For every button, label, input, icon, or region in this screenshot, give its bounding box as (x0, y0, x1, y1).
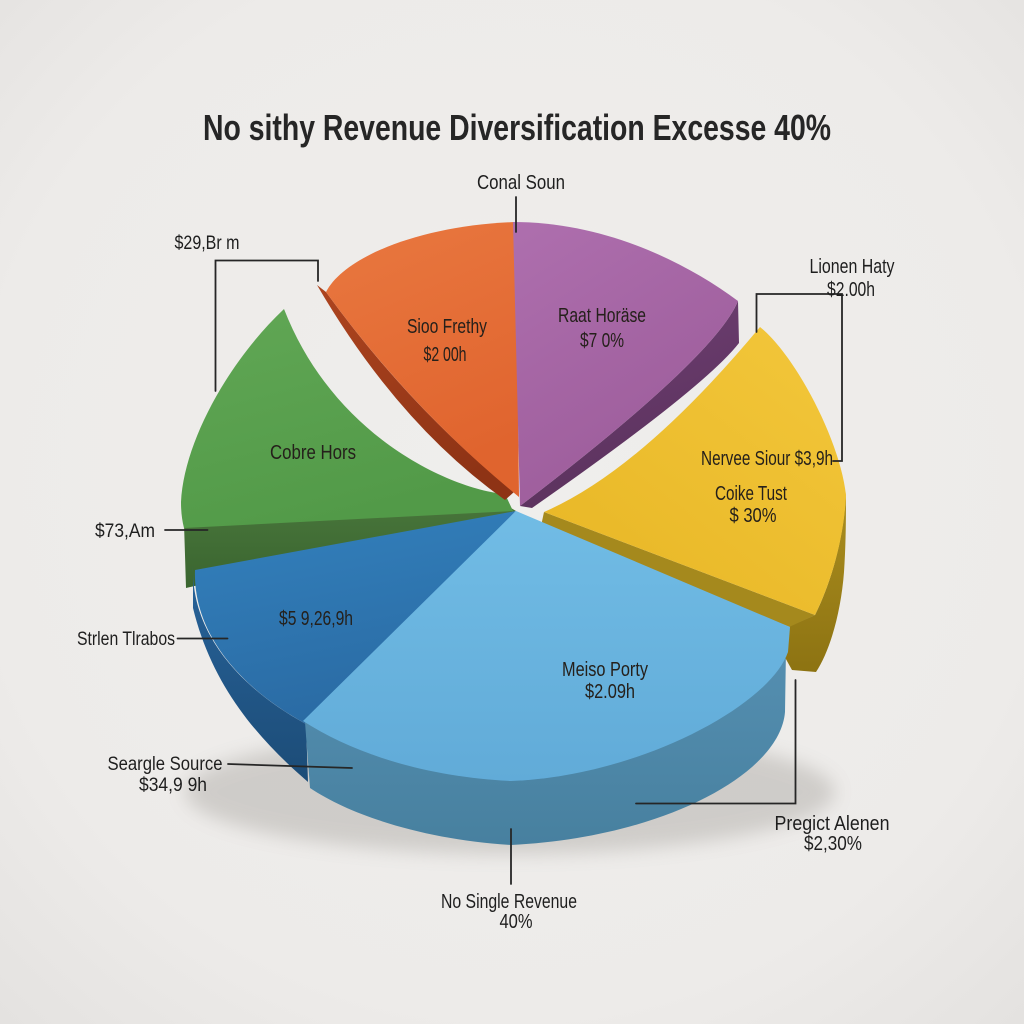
svg-text:No sithy Revenue Diversificati: No sithy Revenue Diversification Excesse… (203, 107, 831, 148)
svg-text:$2.09h: $2.09h (585, 681, 635, 703)
svg-text:Sioo Frethy: Sioo Frethy (407, 316, 487, 338)
svg-text:Strlen Tlrabos: Strlen Tlrabos (77, 629, 175, 650)
svg-text:$2.00h: $2.00h (827, 279, 875, 301)
svg-text:$5 9,26,9h: $5 9,26,9h (279, 608, 353, 630)
svg-text:$2,30%: $2,30% (804, 833, 862, 855)
svg-text:Cobre Hors: Cobre Hors (270, 442, 356, 464)
svg-text:$73,Am: $73,Am (95, 521, 155, 542)
svg-text:$29,Br m: $29,Br m (175, 233, 240, 254)
svg-text:Conal Soun: Conal Soun (477, 172, 565, 194)
svg-text:Meiso Porty: Meiso Porty (562, 659, 648, 681)
svg-text:No Single Revenue: No Single Revenue (441, 891, 577, 913)
svg-text:$7 0%: $7 0% (580, 330, 624, 352)
svg-text:$ 30%: $ 30% (730, 505, 777, 527)
svg-text:Nervee Siour $3,9h: Nervee Siour $3,9h (701, 448, 833, 470)
svg-text:Pregict Alenen: Pregict Alenen (775, 813, 890, 835)
svg-text:$34,9 9h: $34,9 9h (139, 775, 207, 796)
svg-text:Lionen Haty: Lionen Haty (810, 256, 895, 278)
svg-text:Raat Horäse: Raat Horäse (558, 305, 646, 327)
svg-text:Seargle Source: Seargle Source (108, 754, 223, 775)
svg-text:Coike Tust: Coike Tust (715, 483, 787, 505)
svg-text:$2 00h: $2 00h (424, 344, 467, 366)
svg-text:40%: 40% (500, 911, 533, 933)
